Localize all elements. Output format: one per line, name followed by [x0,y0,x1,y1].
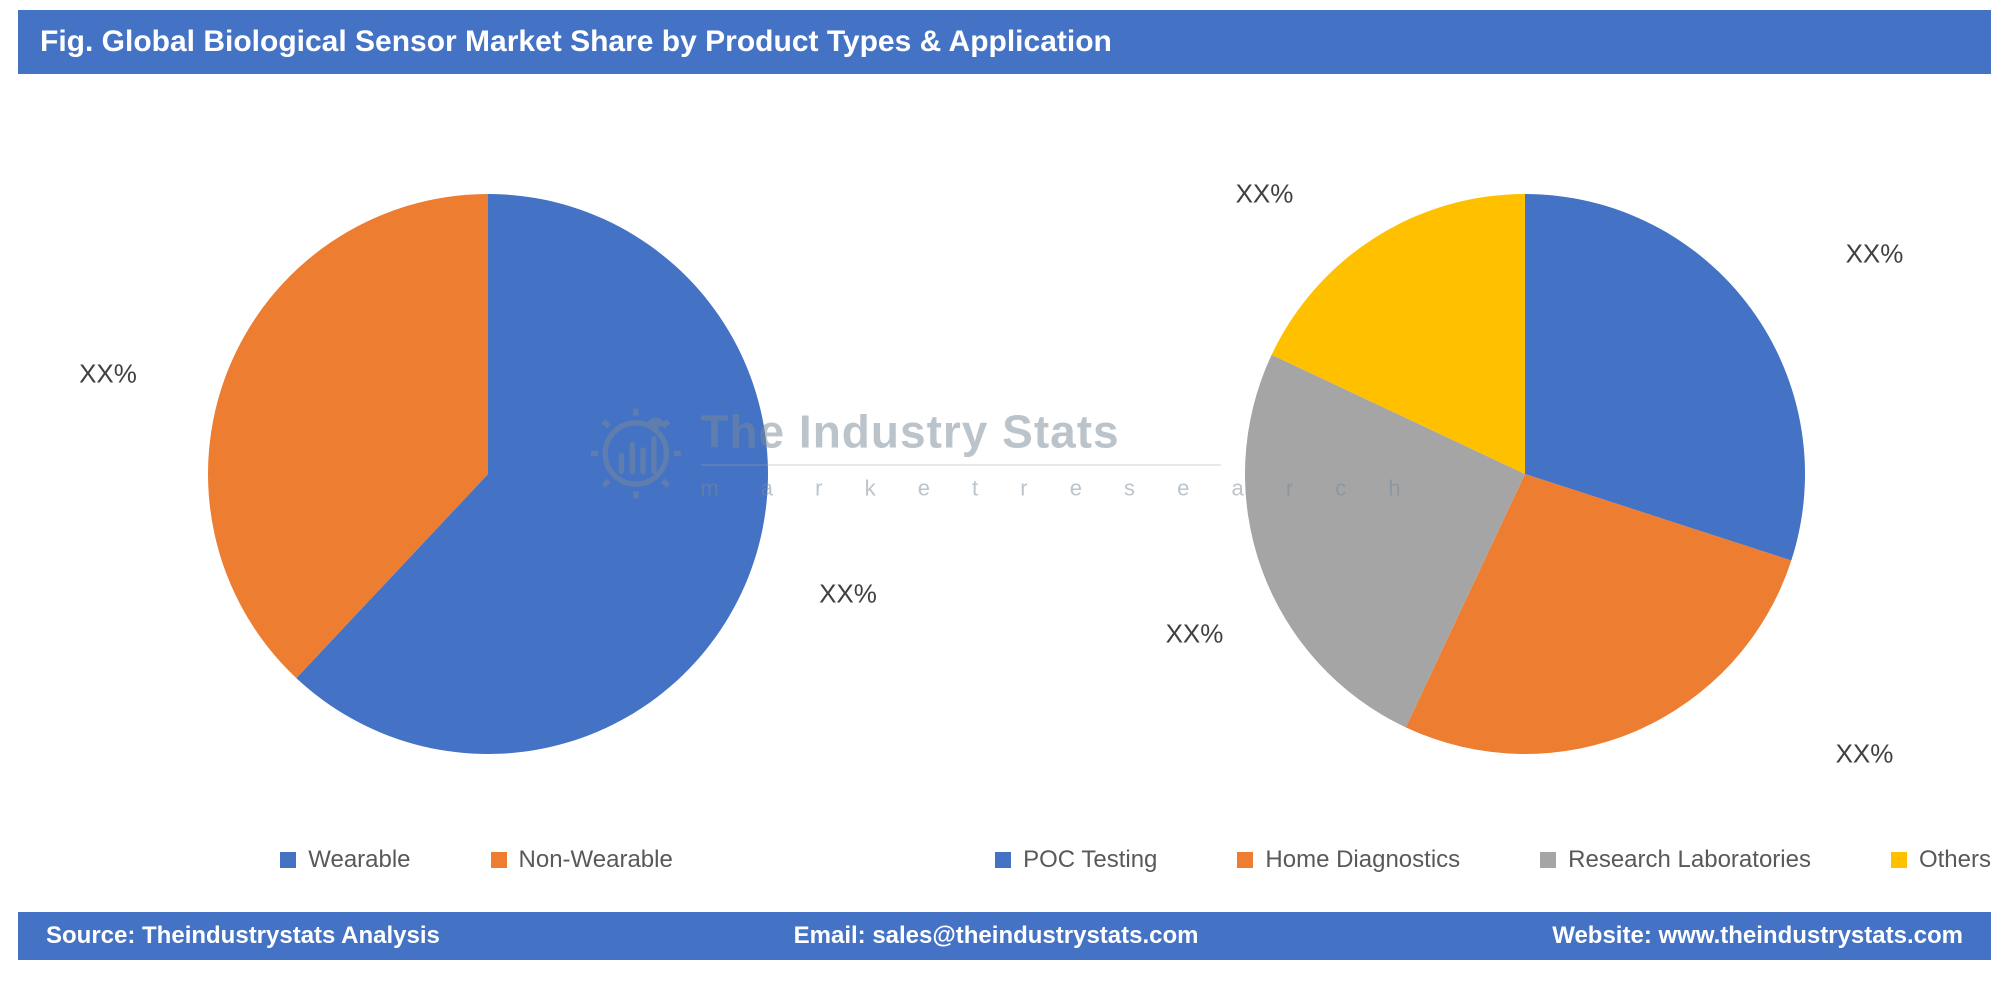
legend-product-types: Wearable Non-Wearable [18,846,935,874]
page: Fig. Global Biological Sensor Market Sha… [0,0,2009,994]
footer-bar: Source: Theindustrystats Analysis Email:… [18,912,1991,960]
legend-swatch [995,852,1011,868]
legend-item: Wearable [280,846,410,874]
legend-label: Research Laboratories [1568,846,1811,874]
legend-item: Research Laboratories [1540,846,1811,874]
pie-slice-label: XX% [819,579,877,610]
footer-email: Email: sales@theindustrystats.com [794,922,1199,950]
legend-label: Home Diagnostics [1265,846,1460,874]
legend-item: Home Diagnostics [1237,846,1460,874]
legend-item: POC Testing [995,846,1157,874]
legend-item: Others [1891,846,1991,874]
footer-source: Source: Theindustrystats Analysis [46,922,440,950]
legend-swatch [491,852,507,868]
legend-label: Non-Wearable [519,846,673,874]
footer-website: Website: www.theindustrystats.com [1552,922,1963,950]
pie-chart-application: XX% XX% XX% XX% [1005,74,1992,832]
pie-slice-label: XX% [79,359,137,390]
legend-swatch [1237,852,1253,868]
legend-item: Non-Wearable [491,846,673,874]
title-bar: Fig. Global Biological Sensor Market Sha… [18,10,1991,74]
pie-slice-label: XX% [1846,239,1904,270]
legend-swatch [1540,852,1556,868]
title-text: Fig. Global Biological Sensor Market Sha… [40,25,1112,59]
legend-label: Others [1919,846,1991,874]
legend-label: POC Testing [1023,846,1157,874]
pie-chart-product-types: XX% XX% [18,74,1005,832]
pie-slice-label: XX% [1236,179,1294,210]
legend-row: Wearable Non-Wearable POC Testing Home Dia… [18,832,1991,888]
charts-row: XX%XX% XX%XX%XX%XX% [18,74,1991,832]
legend-swatch [280,852,296,868]
legend-swatch [1891,852,1907,868]
pie-slice-label: XX% [1166,619,1224,650]
legend-label: Wearable [308,846,410,874]
pie-slice-label: XX% [1836,739,1894,770]
legend-application: POC Testing Home Diagnostics Research Labo… [995,846,1991,874]
